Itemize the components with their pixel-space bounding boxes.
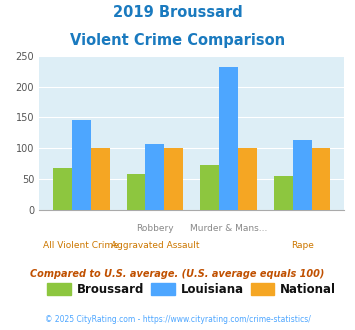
Text: 2019 Broussard: 2019 Broussard: [113, 5, 242, 20]
Bar: [53, 168, 72, 210]
Text: Violent Crime Comparison: Violent Crime Comparison: [70, 33, 285, 48]
Bar: [219, 67, 238, 210]
Legend: Broussard, Louisiana, National: Broussard, Louisiana, National: [42, 279, 341, 301]
Text: © 2025 CityRating.com - https://www.cityrating.com/crime-statistics/: © 2025 CityRating.com - https://www.city…: [45, 315, 310, 324]
Text: Aggravated Assault: Aggravated Assault: [111, 241, 199, 250]
Bar: [164, 148, 183, 210]
Text: Robbery: Robbery: [136, 224, 174, 233]
Bar: [91, 148, 110, 210]
Text: Compared to U.S. average. (U.S. average equals 100): Compared to U.S. average. (U.S. average …: [30, 269, 325, 279]
Bar: [200, 165, 219, 210]
Bar: [238, 148, 257, 210]
Bar: [146, 145, 164, 210]
Bar: [293, 140, 312, 210]
Text: All Violent Crime: All Violent Crime: [43, 241, 119, 250]
Bar: [312, 148, 331, 210]
Bar: [274, 177, 293, 210]
Bar: [127, 174, 146, 210]
Text: Rape: Rape: [291, 241, 313, 250]
Text: Murder & Mans...: Murder & Mans...: [190, 224, 267, 233]
Bar: [72, 120, 91, 210]
